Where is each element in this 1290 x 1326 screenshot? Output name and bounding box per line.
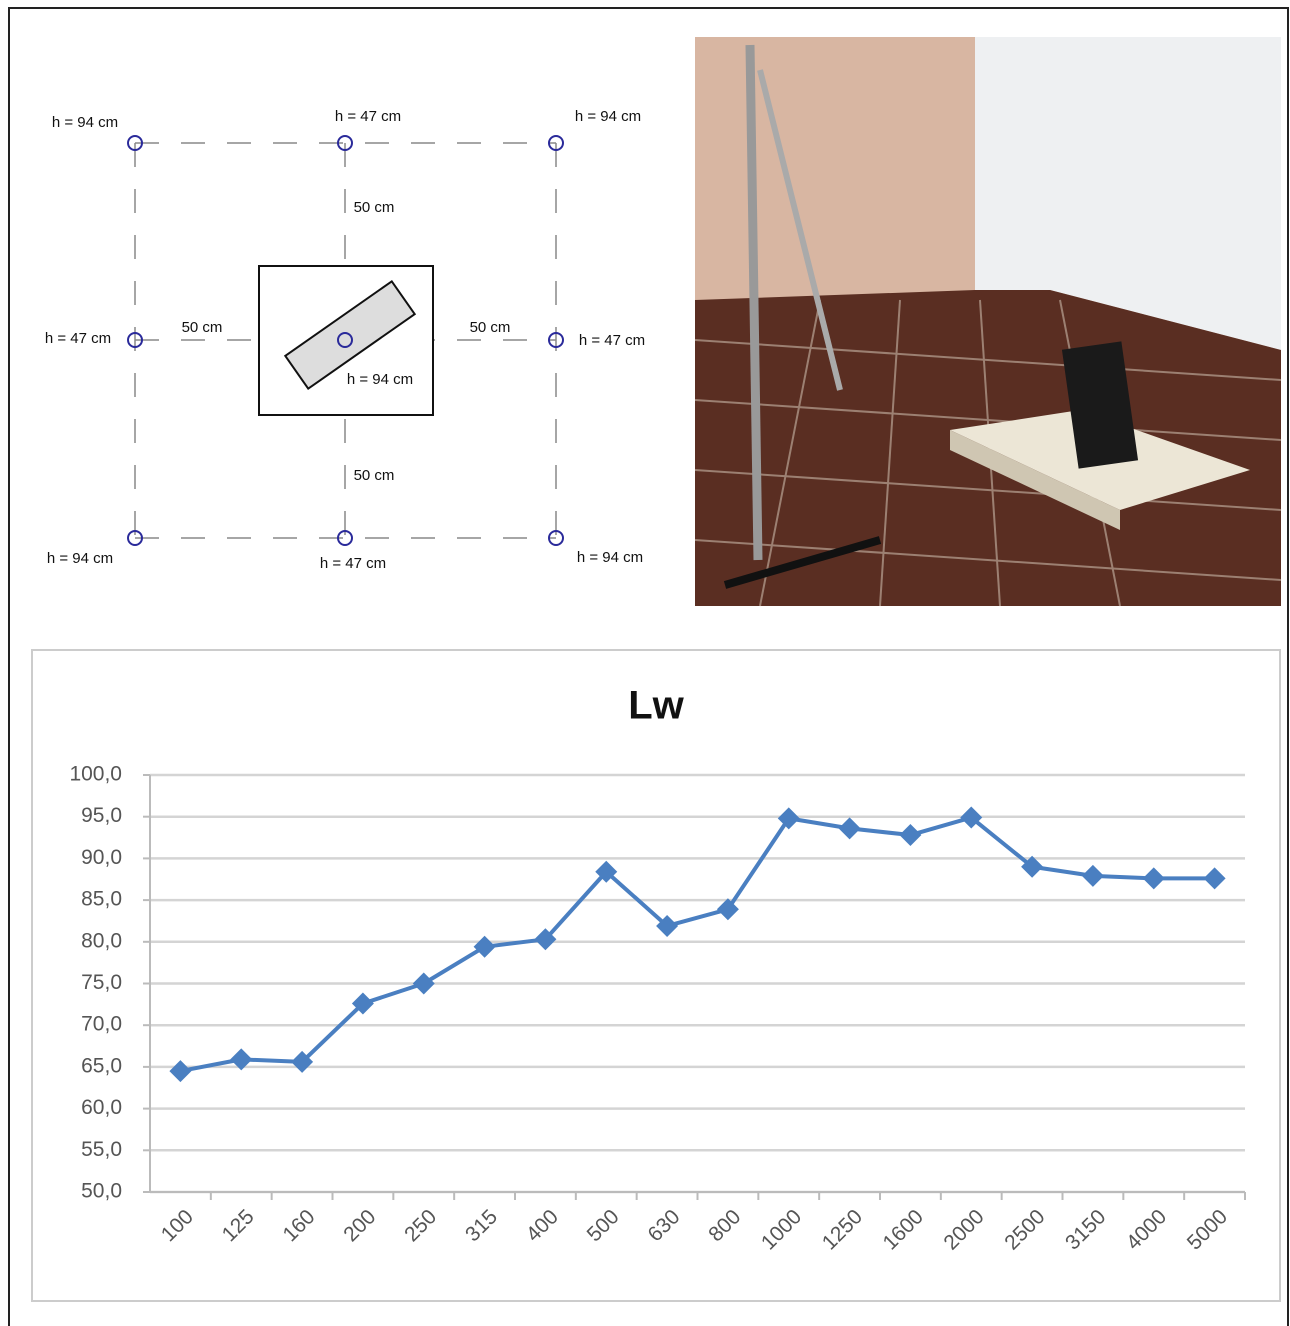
chart-frame	[32, 650, 1280, 1301]
label: 50 cm	[354, 467, 395, 484]
label: 50 cm	[354, 199, 395, 216]
label: 50 cm	[182, 319, 223, 336]
label: 50 cm	[470, 319, 511, 336]
label: h = 94 cm	[577, 549, 643, 566]
y-tick-label: 80,0	[81, 929, 122, 952]
y-tick-label: 50,0	[81, 1180, 122, 1203]
layout-diagram	[128, 136, 563, 545]
y-tick-label: 85,0	[81, 888, 122, 911]
label: h = 94 cm	[47, 550, 113, 567]
label: h = 47 cm	[579, 332, 645, 349]
figure: h = 94 cm h = 47 cm h = 94 cm 50 cm h = …	[0, 0, 1290, 1326]
chart-title: Lw	[628, 684, 684, 728]
label: h = 94 cm	[347, 371, 413, 388]
y-tick-label: 90,0	[81, 846, 122, 869]
label: h = 47 cm	[45, 330, 111, 347]
photo	[695, 37, 1281, 606]
label: h = 47 cm	[320, 555, 386, 572]
y-tick-label: 70,0	[81, 1013, 122, 1036]
label: h = 94 cm	[52, 114, 118, 131]
y-tick-label: 65,0	[81, 1054, 122, 1077]
label: h = 47 cm	[335, 108, 401, 125]
label: h = 94 cm	[575, 108, 641, 125]
y-tick-label: 55,0	[81, 1138, 122, 1161]
y-tick-label: 60,0	[81, 1096, 122, 1119]
y-tick-label: 75,0	[81, 971, 122, 994]
y-tick-label: 95,0	[81, 804, 122, 827]
y-tick-label: 100,0	[69, 763, 122, 786]
